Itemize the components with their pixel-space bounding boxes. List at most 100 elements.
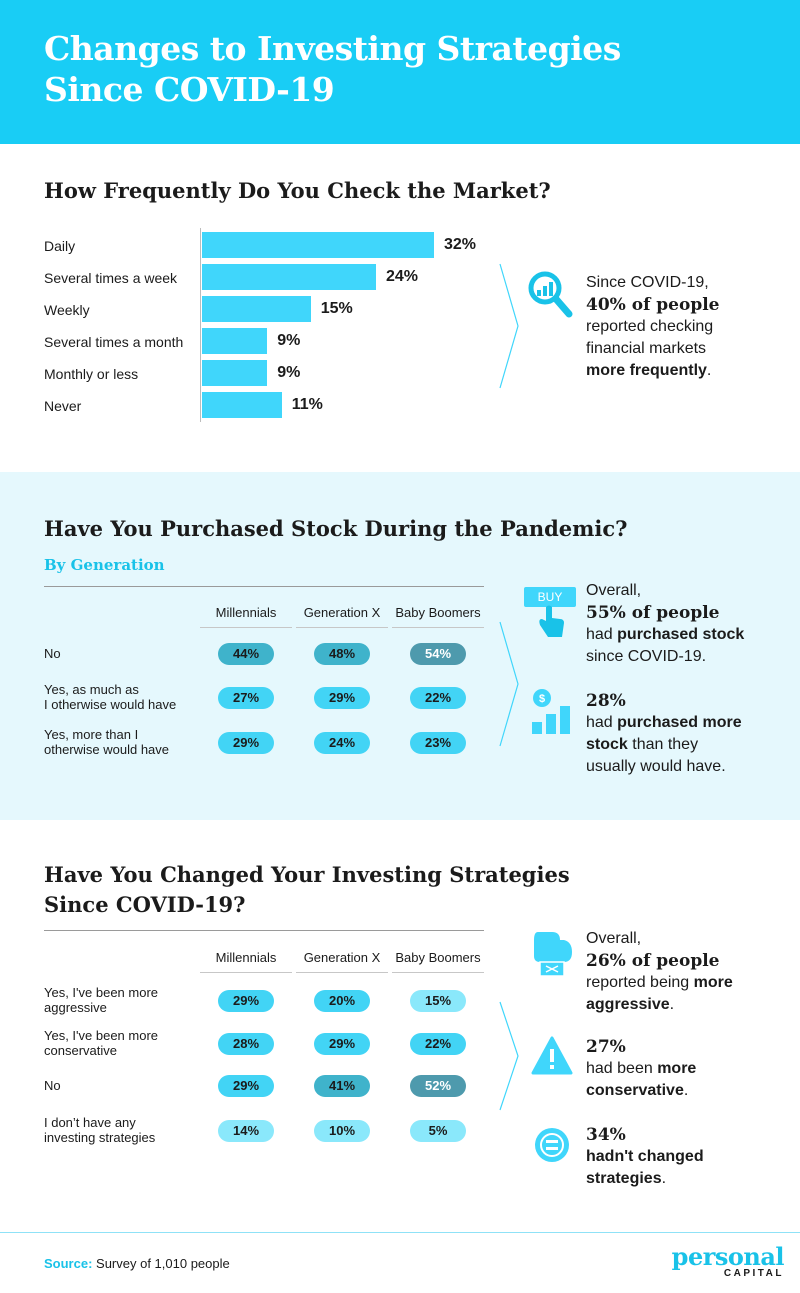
row-label: No: [44, 646, 61, 661]
value-pill: 41%: [314, 1075, 370, 1097]
value-pill: 14%: [218, 1120, 274, 1142]
callout-line: hadn't changed: [586, 1146, 704, 1168]
callout-line: had purchased more: [586, 712, 742, 734]
bar: [202, 264, 376, 290]
callout-highlight: 28%: [586, 691, 626, 711]
bar-category-label: Several times a month: [44, 334, 184, 350]
chevron-divider-2: [499, 621, 519, 747]
row-label: I don’t have any investing strategies: [44, 1115, 155, 1145]
callout-line: since COVID-19.: [586, 648, 707, 665]
value-pill: 29%: [218, 1075, 274, 1097]
table2-top-rule: [44, 930, 484, 931]
row-label: Yes, I've been more aggressive: [44, 985, 158, 1015]
frequency-callout: Since COVID-19, 40% of people reported c…: [586, 272, 720, 382]
callout-bold: conservative: [586, 1082, 684, 1099]
callout-line: more frequently.: [586, 360, 720, 382]
footer-rule: [0, 1232, 800, 1233]
callout-text: had: [586, 626, 618, 643]
value-pill: 48%: [314, 643, 370, 665]
callout-period: .: [706, 362, 712, 379]
callout-line: had been more: [586, 1058, 696, 1080]
column-header: Millennials: [215, 605, 277, 620]
row-label-line: Yes, I've been more: [44, 985, 159, 1000]
column-header-rule: [392, 972, 484, 973]
callout-highlight: 55% of people: [586, 603, 720, 623]
callout-period: .: [661, 1170, 667, 1187]
value-pill: 29%: [218, 990, 274, 1012]
source-note: Source: Survey of 1,010 people: [44, 1256, 230, 1271]
section2-subtitle: By Generation: [44, 556, 165, 574]
callout-bold: more frequently: [586, 362, 707, 379]
row-label-line: otherwise would have: [44, 742, 170, 757]
callout-period: .: [669, 996, 675, 1013]
value-pill: 54%: [410, 643, 466, 665]
row-label-line: investing strategies: [44, 1130, 156, 1145]
value-pill: 5%: [410, 1120, 466, 1142]
value-pill: 10%: [314, 1120, 370, 1142]
callout-line: aggressive.: [586, 994, 733, 1016]
bar: [202, 360, 268, 386]
column-header: Baby Boomers: [395, 605, 481, 620]
section2-band: [0, 472, 800, 820]
callout-text: than they: [627, 736, 699, 753]
bar-value-label: 9%: [277, 364, 301, 381]
callout-line: reported being more: [586, 972, 733, 994]
callout-highlight: 34%: [586, 1125, 626, 1145]
bar-value-label: 9%: [277, 332, 301, 349]
section3-title-line2: Since COVID-19?: [44, 892, 246, 917]
svg-text:$: $: [539, 693, 545, 705]
row-label: Yes, I've been more conservative: [44, 1028, 158, 1058]
row-label-line: conservative: [44, 1043, 117, 1058]
bar: [202, 328, 268, 354]
purchase-callout-1: Overall, 55% of people had purchased sto…: [586, 580, 744, 668]
callout-bold: hadn't changed: [586, 1148, 704, 1165]
brand-logo-subtext: CAPITAL: [723, 1268, 784, 1279]
callout-line: stock than they: [586, 734, 742, 756]
column-header-rule: [200, 627, 292, 628]
value-pill: 29%: [314, 1033, 370, 1055]
value-pill: 27%: [218, 687, 274, 709]
section3-title-line1: Have You Changed Your Investing Strategi…: [44, 862, 570, 887]
equals-circle-icon: [535, 1128, 569, 1162]
bar-category-label: Daily: [44, 238, 76, 254]
value-pill: 29%: [218, 732, 274, 754]
column-header: Generation X: [303, 605, 381, 620]
callout-line: strategies.: [586, 1168, 704, 1190]
value-pill: 15%: [410, 990, 466, 1012]
page-title: Changes to Investing Strategies Since CO…: [44, 28, 621, 110]
bar-value-label: 32%: [444, 236, 477, 253]
header-banner: Changes to Investing Strategies Since CO…: [0, 0, 800, 144]
value-pill: 29%: [314, 687, 370, 709]
bar-category-label: Monthly or less: [44, 366, 139, 382]
section3-title: Have You Changed Your Investing Strategi…: [44, 860, 570, 920]
section1-title: How Frequently Do You Check the Market?: [44, 178, 551, 203]
callout-line: usually would have.: [586, 758, 726, 775]
callout-bold: aggressive: [586, 996, 670, 1013]
value-pill: 22%: [410, 687, 466, 709]
page-title-line2: Since COVID-19: [44, 70, 335, 109]
dollar-bar-chart-icon: $: [532, 689, 570, 734]
callout-bold: purchased more: [617, 714, 742, 731]
column-header: Millennials: [215, 950, 277, 965]
column-header: Generation X: [303, 950, 381, 965]
bar-category-label: Never: [44, 398, 82, 414]
callout-bold: more: [657, 1060, 697, 1077]
row-label-line: aggressive: [44, 1000, 107, 1015]
value-pill: 28%: [218, 1033, 274, 1055]
magnifier-chart-icon: [528, 271, 573, 318]
callout-line: Overall,: [586, 930, 642, 947]
strategy-callout-3: 34% hadn't changed strategies.: [586, 1124, 704, 1190]
callout-bold: more: [693, 974, 733, 991]
bar: [202, 296, 311, 322]
callout-text: had been: [586, 1060, 658, 1077]
callout-line: conservative.: [586, 1080, 696, 1102]
value-pill: 44%: [218, 643, 274, 665]
column-header-rule: [296, 627, 388, 628]
bar: [202, 392, 282, 418]
column-header: Baby Boomers: [395, 950, 481, 965]
callout-line: had purchased stock: [586, 624, 744, 646]
row-label-line: No: [44, 1078, 61, 1093]
column-header-rule: [200, 972, 292, 973]
bar-category-label: Weekly: [44, 302, 90, 318]
